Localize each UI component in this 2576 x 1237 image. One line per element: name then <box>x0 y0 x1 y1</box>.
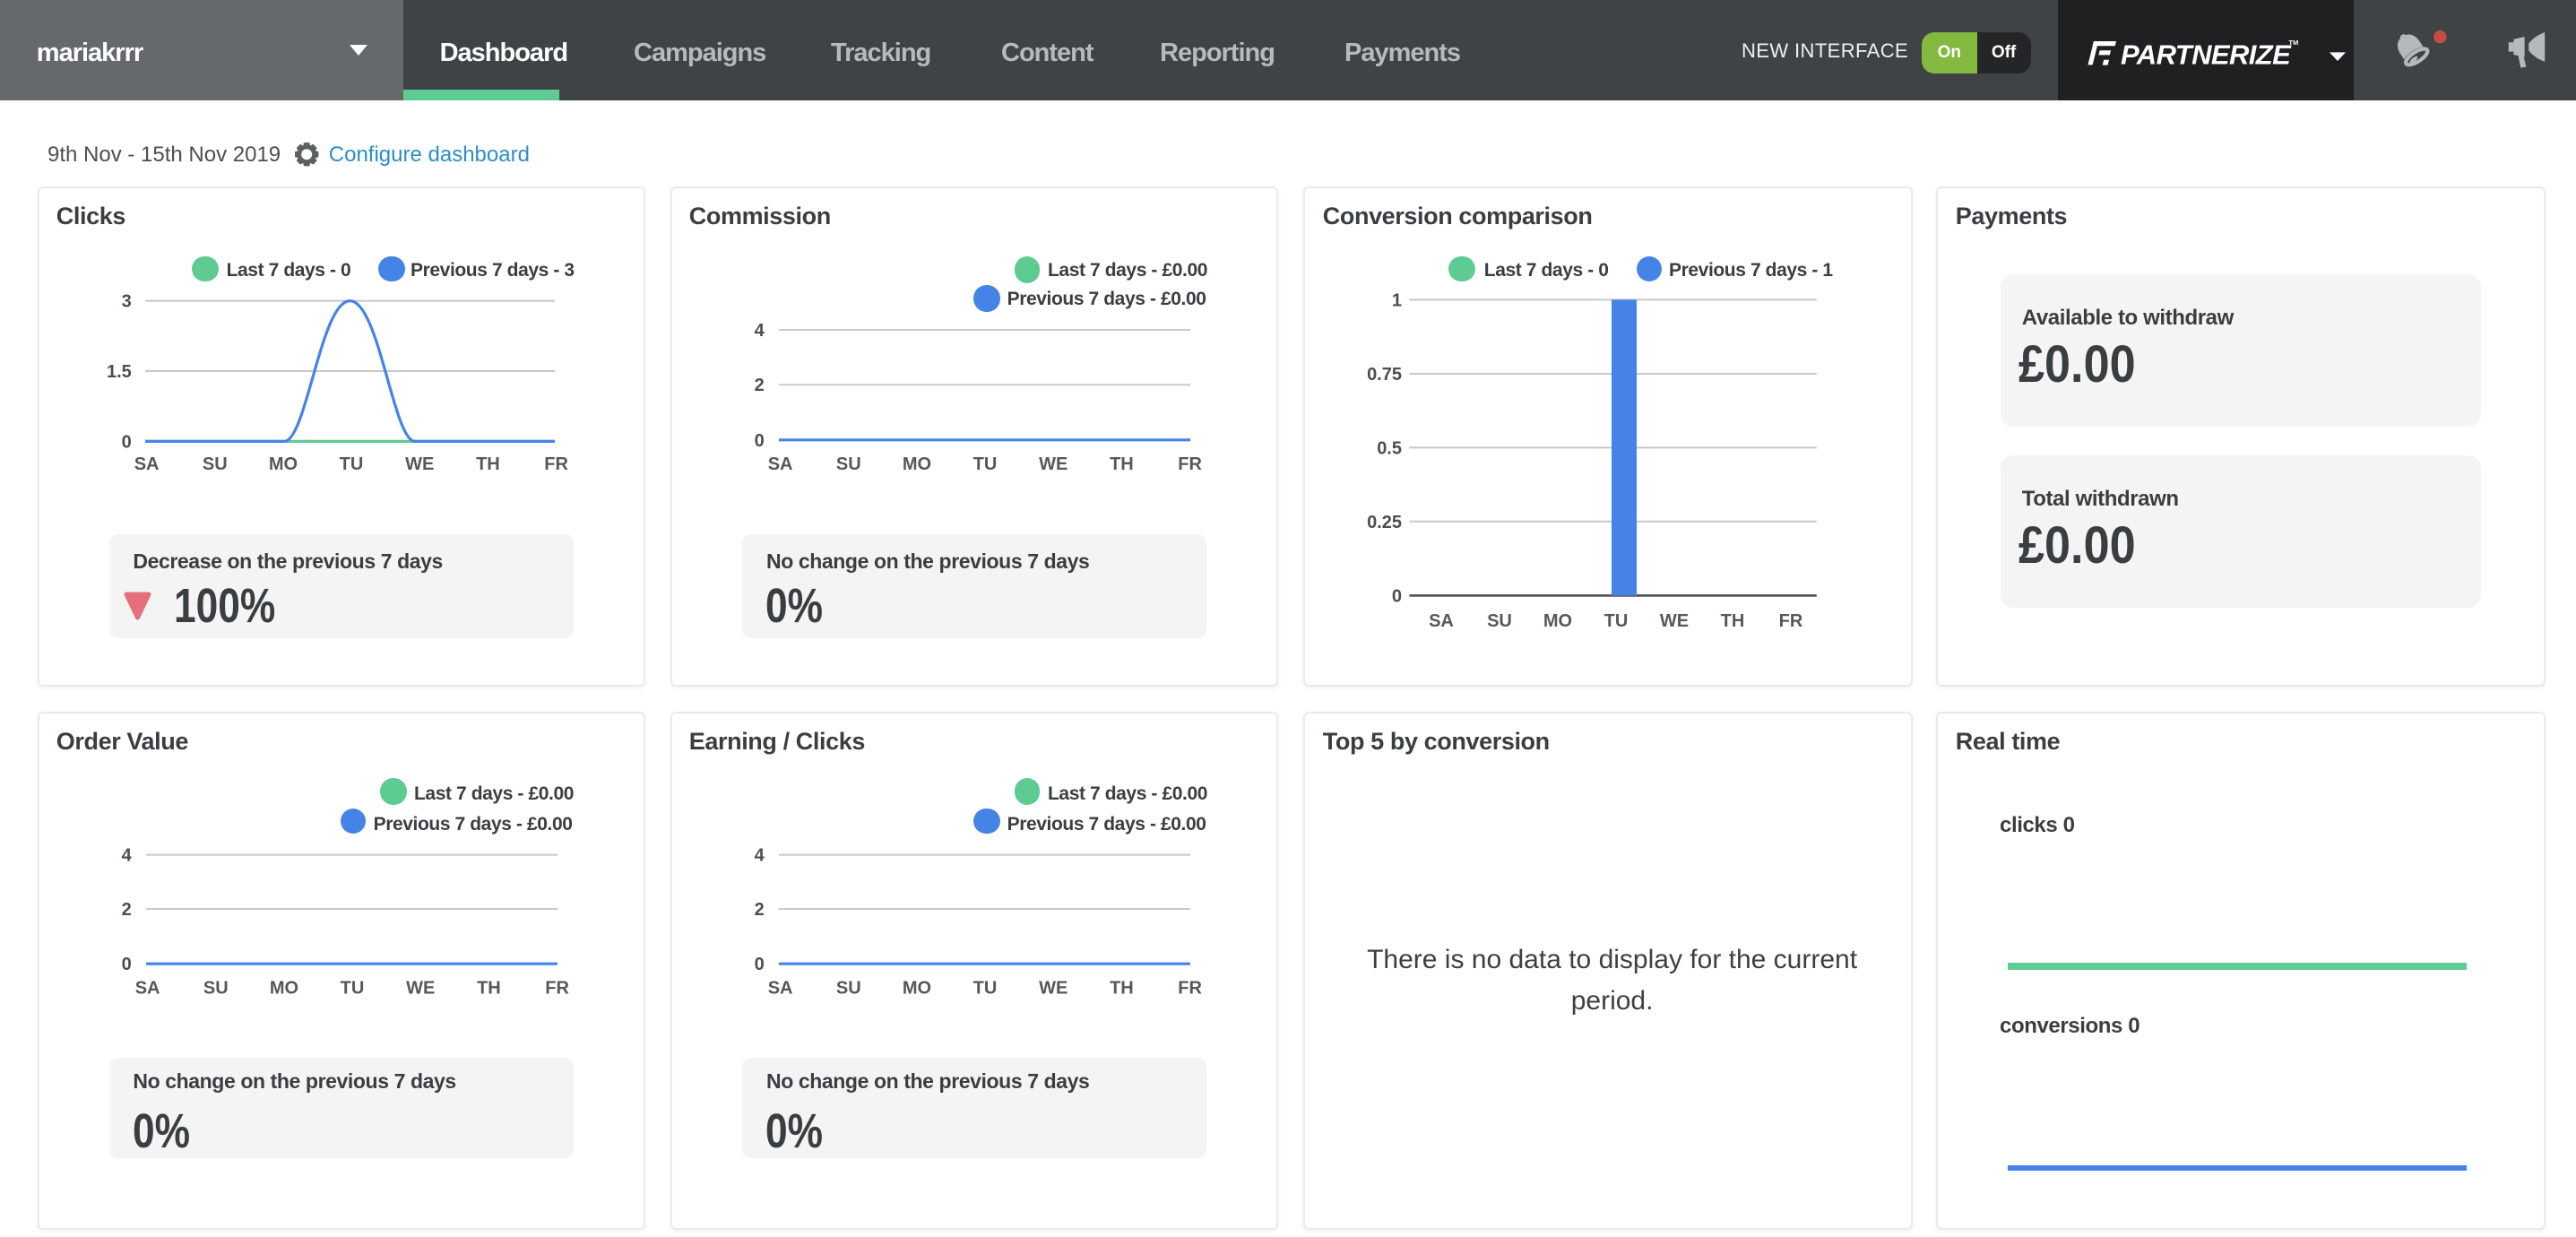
svg-text:0.25: 0.25 <box>1367 513 1402 532</box>
svg-text:TU: TU <box>340 979 364 999</box>
svg-text:1: 1 <box>1392 290 1402 310</box>
svg-text:SA: SA <box>1429 611 1454 631</box>
svg-text:FR: FR <box>1779 611 1803 631</box>
svg-text:MO: MO <box>268 454 297 474</box>
svg-text:TU: TU <box>339 454 363 474</box>
svg-text:SU: SU <box>835 454 860 474</box>
svg-text:2: 2 <box>754 900 764 920</box>
svg-text:WE: WE <box>1038 979 1067 999</box>
svg-text:WE: WE <box>1660 611 1689 631</box>
svg-text:2: 2 <box>754 376 764 395</box>
svg-text:SU: SU <box>203 979 228 999</box>
svg-text:MO: MO <box>269 979 298 999</box>
svg-text:SA: SA <box>767 979 792 999</box>
svg-text:SA: SA <box>134 979 160 999</box>
svg-text:4: 4 <box>754 321 765 341</box>
svg-text:SA: SA <box>134 454 159 474</box>
svg-text:0.5: 0.5 <box>1377 438 1402 458</box>
svg-text:0: 0 <box>754 955 764 974</box>
svg-text:TH: TH <box>476 979 500 999</box>
svg-text:SA: SA <box>767 454 792 474</box>
svg-text:WE: WE <box>1038 454 1067 474</box>
svg-text:TU: TU <box>972 454 997 474</box>
svg-text:MO: MO <box>902 454 930 474</box>
svg-text:TH: TH <box>1109 454 1133 474</box>
svg-text:0.75: 0.75 <box>1367 365 1402 385</box>
svg-text:3: 3 <box>121 292 131 312</box>
svg-text:SU: SU <box>202 454 227 474</box>
svg-text:MO: MO <box>902 979 930 999</box>
svg-text:PARTNERIZE: PARTNERIZE <box>2120 39 2291 71</box>
svg-text:0: 0 <box>754 431 764 451</box>
svg-text:MO: MO <box>1543 611 1572 631</box>
svg-text:4: 4 <box>754 846 765 866</box>
svg-text:WE: WE <box>404 454 433 474</box>
svg-text:0: 0 <box>1392 586 1402 606</box>
svg-text:FR: FR <box>544 979 568 999</box>
svg-text:FR: FR <box>1177 979 1201 999</box>
svg-text:TU: TU <box>1604 611 1629 631</box>
svg-text:FR: FR <box>543 454 567 474</box>
svg-text:SU: SU <box>1487 611 1512 631</box>
svg-text:TH: TH <box>1109 979 1133 999</box>
svg-text:TH: TH <box>1721 611 1745 631</box>
svg-text:TM: TM <box>2287 39 2297 47</box>
svg-text:2: 2 <box>121 900 131 920</box>
svg-text:0: 0 <box>121 955 131 974</box>
svg-text:FR: FR <box>1177 454 1201 474</box>
svg-text:TH: TH <box>475 454 499 474</box>
svg-text:1.5: 1.5 <box>106 362 131 382</box>
svg-text:WE: WE <box>405 979 434 999</box>
svg-text:4: 4 <box>121 846 132 866</box>
svg-text:SU: SU <box>835 979 860 999</box>
svg-text:TU: TU <box>972 979 997 999</box>
svg-text:0: 0 <box>121 432 131 452</box>
